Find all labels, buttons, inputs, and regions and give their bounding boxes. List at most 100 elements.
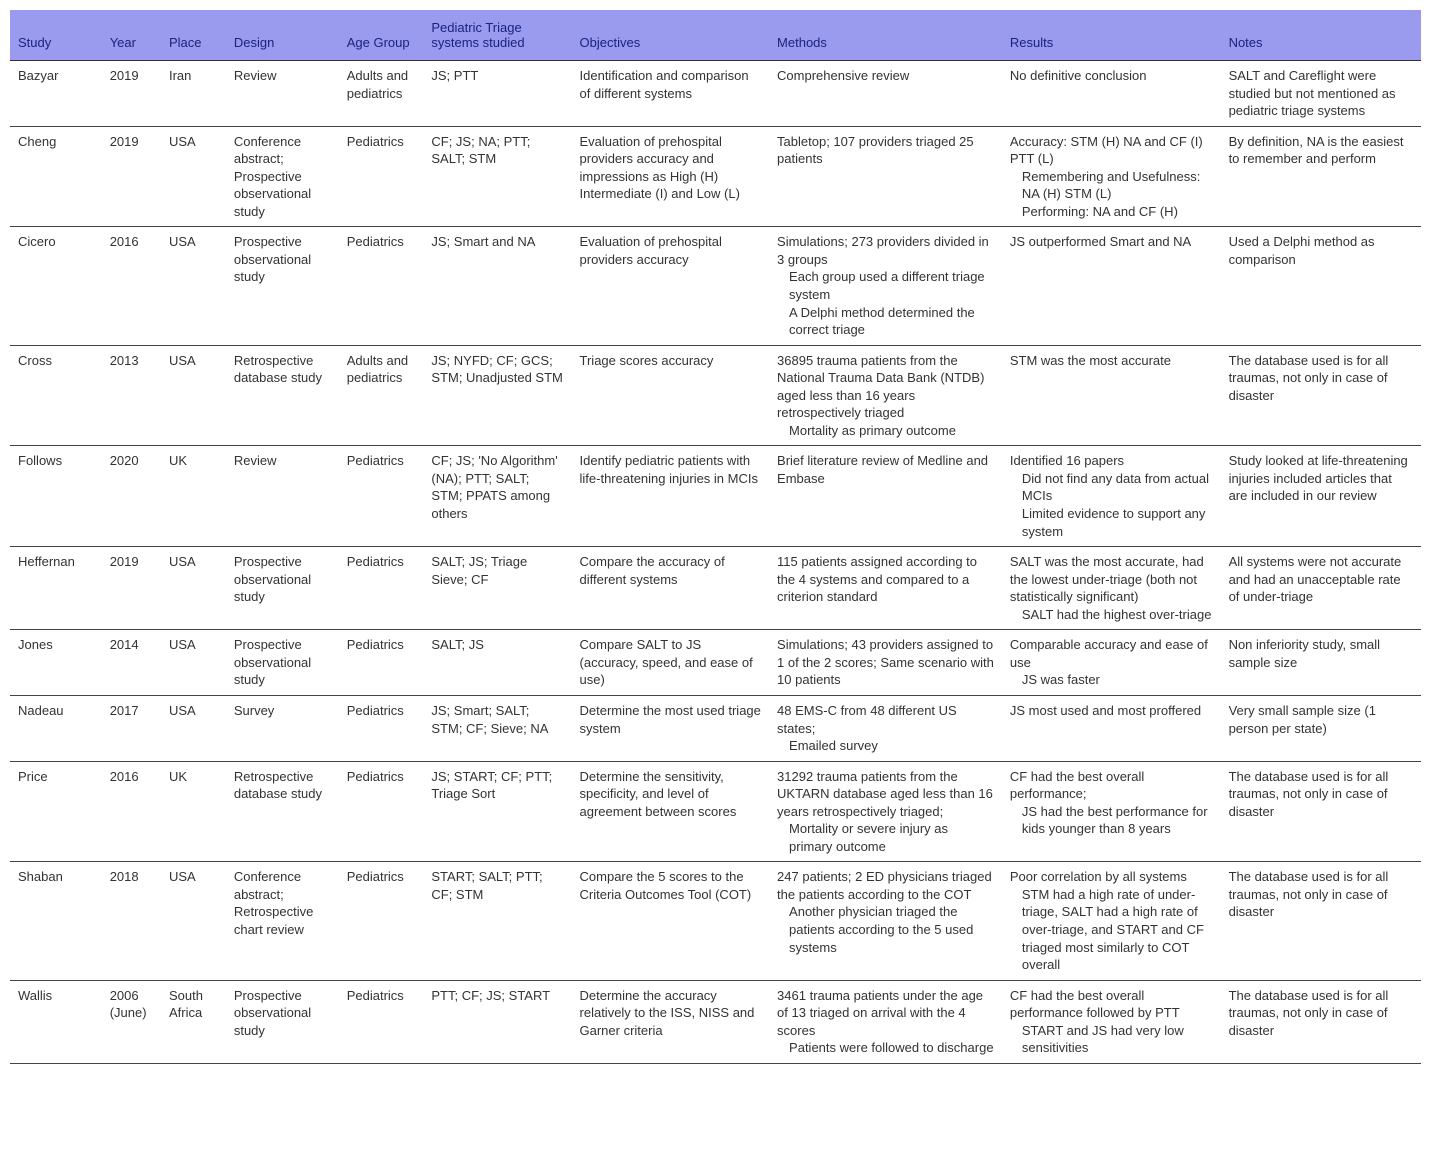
cell-design: Conference abstract; Prospective observa… — [226, 126, 339, 227]
table-row: Heffernan2019USAProspective observationa… — [10, 547, 1421, 630]
table-row: Cheng2019USAConference abstract; Prospec… — [10, 126, 1421, 227]
cell-design: Review — [226, 446, 339, 547]
cell-study: Bazyar — [10, 61, 102, 127]
cell-results: JS outperformed Smart and NA — [1002, 227, 1221, 345]
cell-year: 2019 — [102, 547, 161, 630]
cell-objectives: Compare the 5 scores to the Criteria Out… — [572, 862, 770, 980]
cell-methods: Simulations; 43 providers assigned to 1 … — [769, 630, 1002, 696]
cell-notes: The database used is for all traumas, no… — [1221, 862, 1421, 980]
cell-notes: By definition, NA is the easiest to reme… — [1221, 126, 1421, 227]
cell-design: Review — [226, 61, 339, 127]
cell-place: South Africa — [161, 980, 226, 1063]
cell-design: Prospective observational study — [226, 630, 339, 696]
cell-age: Pediatrics — [339, 126, 424, 227]
cell-objectives: Evaluation of prehospital providers accu… — [572, 126, 770, 227]
table-row: Shaban2018USAConference abstract; Retros… — [10, 862, 1421, 980]
cell-systems: SALT; JS; Triage Sieve; CF — [423, 547, 571, 630]
cell-systems: JS; NYFD; CF; GCS; STM; Unadjusted STM — [423, 345, 571, 446]
col-design: Design — [226, 10, 339, 61]
cell-year: 2016 — [102, 761, 161, 862]
cell-design: Retrospective database study — [226, 345, 339, 446]
cell-study: Cicero — [10, 227, 102, 345]
triage-studies-table: Study Year Place Design Age Group Pediat… — [10, 10, 1421, 1064]
cell-design: Prospective observational study — [226, 227, 339, 345]
cell-methods: Simulations; 273 providers divided in 3 … — [769, 227, 1002, 345]
cell-results: SALT was the most accurate, had the lowe… — [1002, 547, 1221, 630]
cell-results: STM was the most accurate — [1002, 345, 1221, 446]
cell-notes: Study looked at life-threatening injurie… — [1221, 446, 1421, 547]
cell-place: USA — [161, 695, 226, 761]
cell-design: Retrospective database study — [226, 761, 339, 862]
cell-results: Accuracy: STM (H) NA and CF (I) PTT (L)R… — [1002, 126, 1221, 227]
table-body: Bazyar2019IranReviewAdults and pediatric… — [10, 61, 1421, 1064]
table-header: Study Year Place Design Age Group Pediat… — [10, 10, 1421, 61]
table-row: Cicero2016USAProspective observational s… — [10, 227, 1421, 345]
cell-year: 2014 — [102, 630, 161, 696]
col-results: Results — [1002, 10, 1221, 61]
cell-place: UK — [161, 761, 226, 862]
cell-place: USA — [161, 345, 226, 446]
cell-results: Identified 16 papersDid not find any dat… — [1002, 446, 1221, 547]
cell-results: Comparable accuracy and ease of useJS wa… — [1002, 630, 1221, 696]
cell-objectives: Identification and comparison of differe… — [572, 61, 770, 127]
cell-methods: 36895 trauma patients from the National … — [769, 345, 1002, 446]
cell-study: Cheng — [10, 126, 102, 227]
cell-systems: CF; JS; NA; PTT; SALT; STM — [423, 126, 571, 227]
cell-methods: Brief literature review of Medline and E… — [769, 446, 1002, 547]
cell-study: Heffernan — [10, 547, 102, 630]
cell-notes: The database used is for all traumas, no… — [1221, 761, 1421, 862]
table-row: Price2016UKRetrospective database studyP… — [10, 761, 1421, 862]
cell-systems: JS; START; CF; PTT; Triage Sort — [423, 761, 571, 862]
cell-notes: The database used is for all traumas, no… — [1221, 345, 1421, 446]
col-methods: Methods — [769, 10, 1002, 61]
cell-notes: Very small sample size (1 person per sta… — [1221, 695, 1421, 761]
cell-systems: JS; PTT — [423, 61, 571, 127]
col-systems: Pediatric Triage systems studied — [423, 10, 571, 61]
cell-year: 2013 — [102, 345, 161, 446]
cell-design: Prospective observational study — [226, 547, 339, 630]
cell-objectives: Compare SALT to JS (accuracy, speed, and… — [572, 630, 770, 696]
col-age: Age Group — [339, 10, 424, 61]
cell-place: UK — [161, 446, 226, 547]
cell-age: Pediatrics — [339, 761, 424, 862]
cell-design: Conference abstract; Retrospective chart… — [226, 862, 339, 980]
cell-notes: The database used is for all traumas, no… — [1221, 980, 1421, 1063]
cell-notes: All systems were not accurate and had an… — [1221, 547, 1421, 630]
cell-study: Nadeau — [10, 695, 102, 761]
cell-study: Price — [10, 761, 102, 862]
cell-results: JS most used and most proffered — [1002, 695, 1221, 761]
col-notes: Notes — [1221, 10, 1421, 61]
cell-results: No definitive conclusion — [1002, 61, 1221, 127]
cell-methods: 31292 trauma patients from the UKTARN da… — [769, 761, 1002, 862]
cell-year: 2016 — [102, 227, 161, 345]
cell-place: USA — [161, 630, 226, 696]
cell-year: 2019 — [102, 61, 161, 127]
cell-methods: Comprehensive review — [769, 61, 1002, 127]
col-study: Study — [10, 10, 102, 61]
cell-objectives: Identify pediatric patients with life-th… — [572, 446, 770, 547]
cell-age: Pediatrics — [339, 446, 424, 547]
cell-notes: Used a Delphi method as comparison — [1221, 227, 1421, 345]
cell-study: Jones — [10, 630, 102, 696]
cell-study: Cross — [10, 345, 102, 446]
cell-systems: PTT; CF; JS; START — [423, 980, 571, 1063]
cell-methods: 115 patients assigned according to the 4… — [769, 547, 1002, 630]
table-row: Wallis2006 (June)South AfricaProspective… — [10, 980, 1421, 1063]
cell-study: Follows — [10, 446, 102, 547]
cell-place: USA — [161, 547, 226, 630]
cell-age: Pediatrics — [339, 547, 424, 630]
cell-methods: 247 patients; 2 ED physicians triaged th… — [769, 862, 1002, 980]
cell-age: Pediatrics — [339, 980, 424, 1063]
cell-objectives: Determine the most used triage system — [572, 695, 770, 761]
cell-results: CF had the best overall performance foll… — [1002, 980, 1221, 1063]
cell-age: Pediatrics — [339, 862, 424, 980]
cell-methods: 48 EMS-C from 48 different US states;Ema… — [769, 695, 1002, 761]
table-row: Follows2020UKReviewPediatricsCF; JS; 'No… — [10, 446, 1421, 547]
cell-year: 2017 — [102, 695, 161, 761]
cell-systems: CF; JS; 'No Algorithm' (NA); PTT; SALT; … — [423, 446, 571, 547]
cell-systems: JS; Smart and NA — [423, 227, 571, 345]
cell-systems: JS; Smart; SALT; STM; CF; Sieve; NA — [423, 695, 571, 761]
cell-notes: SALT and Careflight were studied but not… — [1221, 61, 1421, 127]
cell-place: USA — [161, 126, 226, 227]
cell-year: 2006 (June) — [102, 980, 161, 1063]
